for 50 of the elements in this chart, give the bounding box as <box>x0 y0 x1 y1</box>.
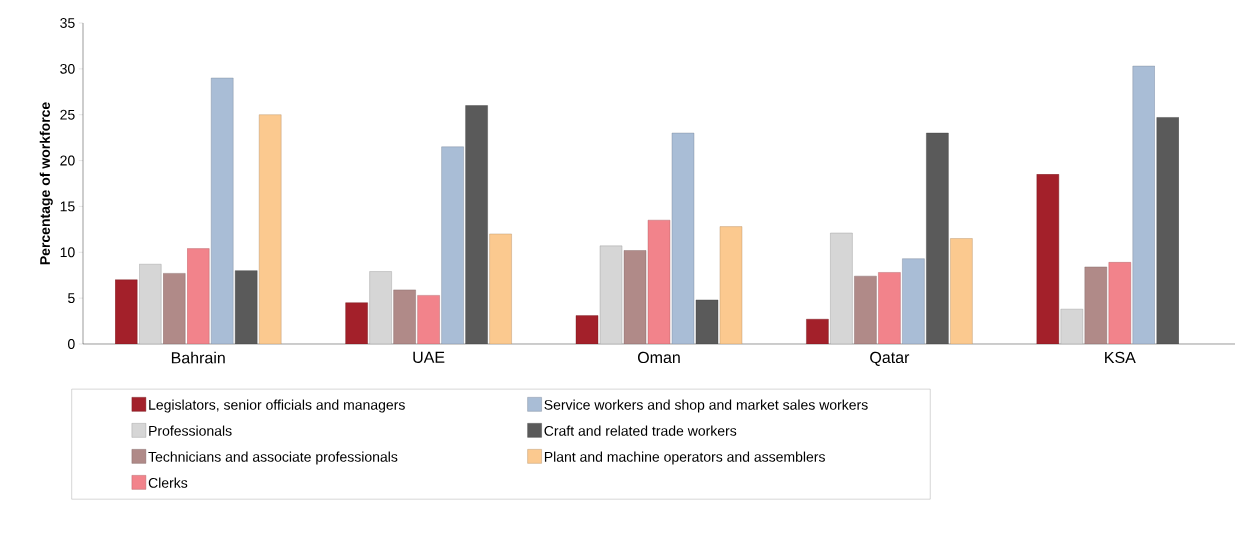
y-tick-label: 20 <box>60 155 75 166</box>
y-tick-label: 15 <box>60 201 75 212</box>
y-axis-title: Percentage of workforce <box>39 102 53 265</box>
bar <box>1084 266 1108 344</box>
bar <box>489 233 512 344</box>
y-tick-label: 25 <box>60 109 75 120</box>
x-tick-label: Oman <box>637 351 680 364</box>
bar <box>345 302 368 344</box>
bar <box>211 77 234 344</box>
bar <box>1108 262 1131 344</box>
legend-label: Technicians and associate professionals <box>148 451 398 465</box>
legend-label: Service workers and shop and market sales workers <box>544 399 868 413</box>
bar <box>830 232 853 344</box>
bar <box>234 270 258 344</box>
bar <box>465 105 488 344</box>
y-tick-label: 0 <box>67 339 75 349</box>
y-tick-label: 10 <box>60 247 75 258</box>
bar <box>926 132 949 344</box>
legend-label: Professionals <box>149 425 232 436</box>
legend-label: Craft and related trade workers <box>544 425 737 436</box>
bar <box>139 264 162 344</box>
bar <box>647 219 671 344</box>
bar <box>115 279 138 344</box>
bar <box>671 132 695 344</box>
legend-label: Plant and machine operators and assemblers <box>544 451 825 465</box>
bar <box>854 275 877 344</box>
bar <box>1060 308 1084 344</box>
bar <box>187 248 210 344</box>
bar <box>1132 65 1155 344</box>
legend-label: Clerks <box>148 477 188 488</box>
bar <box>950 238 973 344</box>
bar <box>393 289 416 344</box>
bar <box>1036 174 1060 344</box>
bar <box>719 226 743 344</box>
bar <box>369 271 392 344</box>
x-tick-label: Qatar <box>870 351 910 366</box>
x-tick-label: UAE <box>413 351 445 363</box>
bar <box>441 146 464 344</box>
y-tick-label: 5 <box>68 293 75 304</box>
legend-label: Legislators, senior officials and managers <box>149 399 405 413</box>
bar <box>878 272 901 344</box>
bar <box>1156 117 1179 344</box>
y-tick-label: 35 <box>60 18 75 28</box>
x-tick-label: Bahrain <box>171 351 225 364</box>
x-tick-label: KSA <box>1105 351 1136 364</box>
bar <box>258 114 282 344</box>
bar <box>417 295 440 344</box>
bar <box>902 258 925 344</box>
bar <box>163 273 186 344</box>
y-tick-label: 30 <box>60 63 75 74</box>
